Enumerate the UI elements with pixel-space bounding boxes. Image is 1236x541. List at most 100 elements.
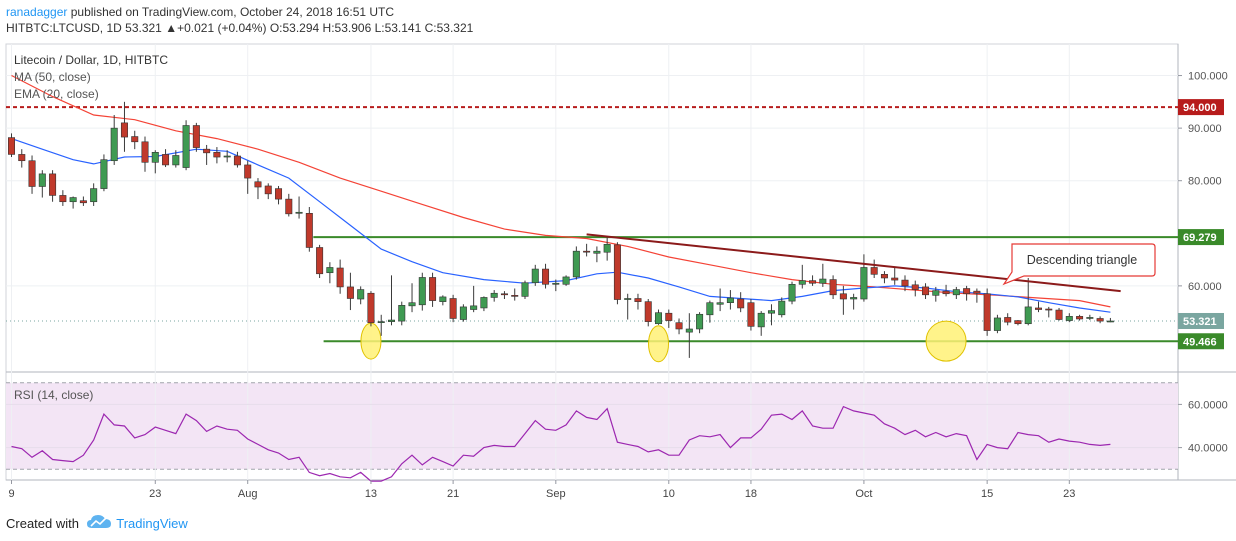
candle-body [788,283,796,302]
time-tick-label: 9 [8,488,14,500]
candle-body [28,160,36,187]
candle-body [870,267,878,275]
candle-body [244,164,252,179]
rsi-band [6,382,1178,470]
descending-trendline [586,233,1121,293]
candle-body [151,152,159,163]
grid-lines [6,44,1178,480]
rsi-line [11,405,1111,482]
candle-body [264,185,272,195]
candle-body [490,292,498,298]
candle-body [110,127,118,162]
candle-body [891,277,899,281]
callout-text: Descending triangle [1027,253,1138,267]
candle-body [562,276,570,285]
footer: Created with TradingView [6,516,188,531]
candle-body [387,319,395,322]
time-axis[interactable]: 9 23 Aug 13 21 Sep 10 18 Oct 15 23 [8,480,1075,500]
time-tick-label: 23 [1063,488,1075,500]
last-price-label-bg [1178,312,1224,329]
trendline-group[interactable] [586,233,1121,293]
triangle-top-support-label-bg [1178,229,1224,246]
candle-body [726,297,734,303]
ema-legend: EMA (20, close) [14,87,99,101]
candles [8,101,1114,358]
candle-body [521,282,529,297]
moving-averages [11,74,1111,313]
candle-body [829,279,837,296]
symbol-info: HITBTC:LTCUSD, 1D 53.321 ▲+0.021 (+0.04%… [6,21,473,35]
time-tick-label: Aug [238,488,258,500]
price-tick-label: 60.000 [1188,281,1222,293]
candle-body [182,125,190,168]
rsi-tick-label: 60.0000 [1188,399,1228,411]
ohlc-readout: O:53.294 H:53.906 L:53.141 C:53.321 [269,21,474,35]
highlight-ellipses [360,320,967,363]
candle-body [459,306,467,320]
candle-body [942,290,950,295]
candle-body [850,297,858,300]
candle-body [655,312,663,325]
chart-title: Litecoin / Dollar, 1D, HITBTC [14,53,168,67]
candle-body [593,250,601,254]
candle-body [377,321,385,323]
candle-body [737,298,745,309]
candle-body [1086,317,1094,319]
candle-body [336,267,344,288]
triangle-base-label: 49.466 [1183,336,1217,348]
price-axis[interactable]: 100.000 90.000 80.000 60.000 60.0000 40.0000 9… [1178,71,1228,455]
rsi-legend: RSI (14, close) [14,388,93,402]
symbol-label: HITBTC:LTCUSD, 1D [6,21,122,35]
candle-body [696,313,704,330]
support-highlight [360,322,382,360]
candle-body [583,250,591,253]
candle-body [213,152,221,158]
candle-body [131,136,139,143]
time-tick-label: Oct [855,488,872,500]
ma-legend: MA (50, close) [14,70,91,84]
candle-body [716,302,724,305]
candle-body [819,278,827,284]
candle-body [285,198,293,215]
candle-body [552,282,560,285]
candle-body [470,305,478,310]
time-tick-label: 13 [365,488,377,500]
change-arrow-icon: ▲ [165,21,178,35]
resistance-label-bg [1178,99,1224,116]
callout-box [1002,243,1156,286]
candle-body [69,197,77,203]
time-tick-label: 15 [981,488,993,500]
candle-body [685,328,693,333]
candle-body [1035,307,1043,310]
candle-body [603,244,611,253]
candle-body [172,155,180,166]
change-readout: ▲+0.021 (+0.04%) [165,21,270,35]
candle-body [223,155,231,158]
candle-body [295,211,303,214]
candle-body [531,268,539,284]
candle-body [233,155,241,166]
support-highlight [648,325,670,363]
candle-body [839,293,847,300]
candle-body [983,293,991,331]
candle-body [79,200,87,204]
candle-body [706,302,714,316]
candle-body [357,289,365,300]
time-tick-label: 18 [745,488,757,500]
candle-body [254,181,262,188]
candle-body [542,268,550,285]
rsi-tick-label: 40.0000 [1188,443,1228,455]
candle-body [1045,308,1053,311]
price-tick-label: 90.000 [1188,123,1222,135]
tradingview-link[interactable]: TradingView [116,516,188,531]
candle-body [963,288,971,295]
author-link[interactable]: ranadagger [6,5,68,19]
published-text: published on TradingView.com, October 24… [70,5,395,19]
candle-body [665,312,673,321]
created-with-text: Created with [6,516,79,531]
publish-info: ranadagger published on TradingView.com,… [6,5,394,19]
candle-body [1055,309,1063,320]
descending-triangle-callout[interactable]: Descending triangle [1002,243,1156,286]
candle-body [922,286,930,296]
